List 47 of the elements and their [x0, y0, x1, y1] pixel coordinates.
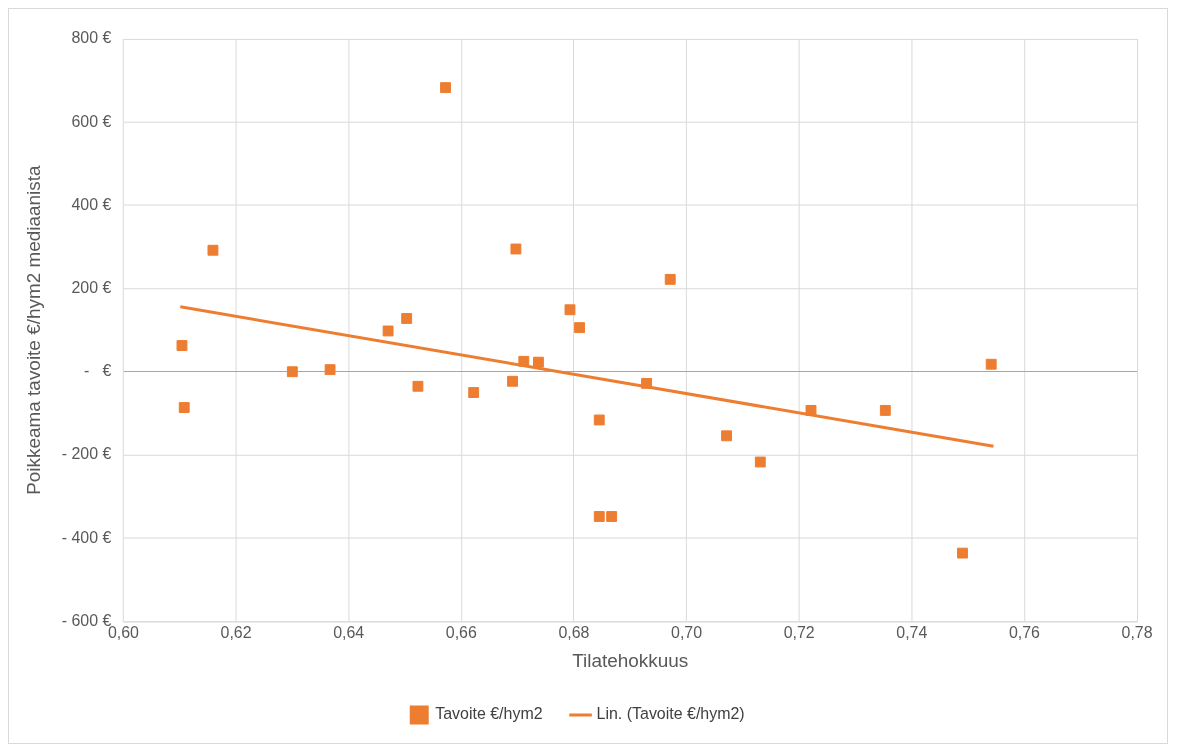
legend-label: Lin. (Tavoite €/hym2): [596, 705, 745, 723]
x-tick-label: 0,72: [783, 624, 815, 642]
point: [401, 313, 413, 324]
point: [440, 82, 451, 94]
point: [533, 356, 544, 368]
y-tick-label: 200 €: [71, 278, 112, 296]
point: [593, 414, 605, 426]
point: [507, 375, 518, 387]
x-tick-label: 0,68: [558, 624, 590, 642]
point: [286, 366, 298, 378]
y-axis-title: Poikkeama tavoite €/hym2 mediaanista: [22, 165, 44, 495]
point: [754, 456, 766, 468]
point: [468, 387, 480, 398]
legend-label: Tavoite €/hym2: [435, 705, 543, 723]
point: [957, 547, 968, 559]
point: [985, 358, 997, 370]
point: [606, 511, 618, 522]
point: [879, 404, 891, 416]
y-tick-label: - €: [83, 362, 112, 380]
x-tick-label: 0,66: [445, 624, 477, 642]
point: [207, 244, 219, 256]
point: [805, 404, 817, 416]
point: [178, 402, 190, 413]
x-tick-label: 0,64: [333, 624, 365, 642]
y-tick-label: - 400 €: [61, 528, 112, 546]
x-tick-label: 0,70: [671, 624, 703, 642]
point: [382, 325, 394, 337]
y-tick-label: 800 €: [71, 29, 112, 47]
point: [324, 364, 336, 376]
point: [574, 322, 585, 334]
x-axis-title: Tilatehokkuus: [572, 650, 689, 672]
point: [510, 243, 522, 255]
x-tick-label: 0,78: [1121, 624, 1153, 642]
y-tick-label: - 200 €: [61, 445, 112, 463]
point: [518, 355, 530, 367]
point: [641, 377, 653, 389]
point: [593, 511, 605, 522]
x-tick-label: 0,74: [896, 624, 928, 642]
point: [664, 273, 676, 285]
point: [412, 380, 424, 392]
point: [564, 304, 576, 316]
x-tick-label: 0,76: [1008, 624, 1041, 642]
y-tick-label: 600 €: [71, 112, 112, 130]
point: [176, 340, 188, 351]
x-tick-label: 0,62: [220, 624, 252, 642]
y-tick-label: 400 €: [71, 195, 112, 213]
point: [721, 430, 732, 442]
